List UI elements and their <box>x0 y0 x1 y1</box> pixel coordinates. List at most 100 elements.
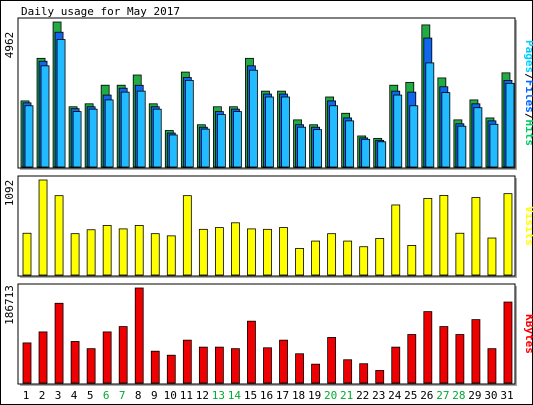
x-tick-label-day-24: 24 <box>388 389 402 402</box>
bar-kbytes-day-2 <box>38 331 48 384</box>
panel-top-legend: Pages/Files/Hits <box>523 40 533 146</box>
x-tick-label-day-6: 6 <box>103 389 110 402</box>
bar-visits-day-20 <box>327 233 337 276</box>
bar-pages-day-22 <box>361 138 371 168</box>
bar-pages-day-20 <box>329 105 339 168</box>
bar-kbytes-day-16 <box>263 347 272 384</box>
bar-pages-day-1 <box>24 105 34 168</box>
x-tick-label-day-22: 22 <box>356 389 369 402</box>
bar-kbytes-day-24 <box>391 346 401 384</box>
panel-top-scale-label: 4962 <box>3 32 16 59</box>
x-tick-label-day-25: 25 <box>404 389 417 402</box>
bar-visits-day-16 <box>263 228 272 276</box>
bar-visits-day-10 <box>166 235 176 276</box>
x-tick-label-day-21: 21 <box>340 389 353 402</box>
bar-pages-day-21 <box>345 120 355 168</box>
bar-kbytes-day-1 <box>22 342 32 384</box>
x-tick-label-day-10: 10 <box>164 389 177 402</box>
bar-kbytes-day-25 <box>407 334 417 384</box>
x-tick-label-day-27: 27 <box>436 389 449 402</box>
x-tick-label-day-19: 19 <box>308 389 321 402</box>
x-tick-label-day-14: 14 <box>228 389 242 402</box>
bar-pages-day-31 <box>505 82 515 168</box>
bar-kbytes-day-28 <box>455 334 465 384</box>
bar-pages-day-7 <box>120 91 130 168</box>
bar-pages-day-8 <box>136 90 146 168</box>
x-tick-label-day-20: 20 <box>324 389 337 402</box>
bar-visits-day-25 <box>407 245 417 276</box>
bar-kbytes-day-3 <box>54 302 64 384</box>
bar-kbytes-day-18 <box>295 353 304 384</box>
bar-visits-day-9 <box>150 233 160 276</box>
bar-pages-day-19 <box>313 129 322 168</box>
bar-visits-day-27 <box>439 194 449 276</box>
x-tick-label-day-5: 5 <box>87 389 94 402</box>
bar-kbytes-day-4 <box>70 341 80 384</box>
bar-pages-day-16 <box>265 96 274 168</box>
bar-kbytes-day-6 <box>102 331 112 384</box>
bar-visits-day-15 <box>247 228 256 276</box>
bar-kbytes-day-8 <box>134 287 144 384</box>
bar-pages-day-13 <box>216 114 226 168</box>
bar-visits-day-8 <box>134 225 144 276</box>
x-tick-label-day-3: 3 <box>55 389 62 402</box>
bar-kbytes-day-20 <box>327 337 337 384</box>
x-tick-label-day-30: 30 <box>484 389 497 402</box>
bar-kbytes-day-10 <box>166 354 176 384</box>
bar-kbytes-day-7 <box>118 326 128 384</box>
bar-pages-day-11 <box>184 80 194 168</box>
bar-pages-day-24 <box>393 94 403 168</box>
bar-pages-day-17 <box>281 96 290 168</box>
bar-kbytes-day-13 <box>214 346 224 384</box>
bar-visits-day-23 <box>375 238 385 276</box>
bar-kbytes-day-17 <box>279 339 288 384</box>
bar-kbytes-day-15 <box>247 320 256 384</box>
bar-pages-day-4 <box>72 111 82 168</box>
bar-visits-day-4 <box>70 233 80 276</box>
panel-bottom-scale-label: 186713 <box>3 285 16 325</box>
bar-visits-day-18 <box>295 248 304 276</box>
x-tick-label-day-28: 28 <box>452 389 465 402</box>
bar-visits-day-14 <box>231 222 240 276</box>
bar-visits-day-26 <box>423 198 433 276</box>
bar-kbytes-day-23 <box>375 370 385 384</box>
x-tick-label-day-26: 26 <box>420 389 433 402</box>
bar-visits-day-17 <box>279 227 288 276</box>
legend-part-3: / <box>523 113 533 120</box>
bar-visits-day-13 <box>214 227 224 276</box>
x-tick-label-day-12: 12 <box>196 389 209 402</box>
bar-kbytes-day-9 <box>150 350 160 384</box>
bar-pages-day-3 <box>56 39 66 168</box>
x-tick-label-day-8: 8 <box>135 389 142 402</box>
panel-middle-legend: Visits <box>523 206 533 246</box>
bar-kbytes-day-11 <box>182 339 192 384</box>
bar-visits-day-19 <box>311 240 320 276</box>
x-tick-label-day-23: 23 <box>372 389 385 402</box>
legend-part-4: Hits <box>523 120 533 147</box>
x-tick-label-day-9: 9 <box>151 389 158 402</box>
x-tick-label-day-4: 4 <box>71 389 78 402</box>
bar-kbytes-day-5 <box>86 348 96 384</box>
bar-visits-day-2 <box>38 179 48 276</box>
x-tick-label-day-29: 29 <box>468 389 481 402</box>
x-tick-label-day-17: 17 <box>276 389 289 402</box>
bar-pages-day-2 <box>40 65 50 168</box>
bar-visits-day-6 <box>102 225 112 276</box>
bar-pages-day-9 <box>152 108 162 168</box>
bar-kbytes-day-19 <box>311 363 320 384</box>
bar-visits-day-7 <box>118 228 128 276</box>
bar-pages-day-6 <box>104 99 114 168</box>
bar-kbytes-day-29 <box>471 319 481 384</box>
bar-kbytes-day-31 <box>503 301 513 384</box>
legend-part-1: / <box>523 73 533 80</box>
bar-kbytes-day-22 <box>359 363 369 384</box>
bar-visits-day-1 <box>22 232 32 276</box>
legend-part-2: Files <box>523 80 533 113</box>
bar-pages-day-15 <box>249 69 258 168</box>
x-tick-label-day-18: 18 <box>292 389 305 402</box>
x-tick-label-day-31: 31 <box>500 389 513 402</box>
x-tick-label-day-2: 2 <box>39 389 46 402</box>
bar-pages-day-27 <box>441 92 451 168</box>
x-tick-label-day-13: 13 <box>212 389 225 402</box>
x-tick-label-day-1: 1 <box>23 389 30 402</box>
